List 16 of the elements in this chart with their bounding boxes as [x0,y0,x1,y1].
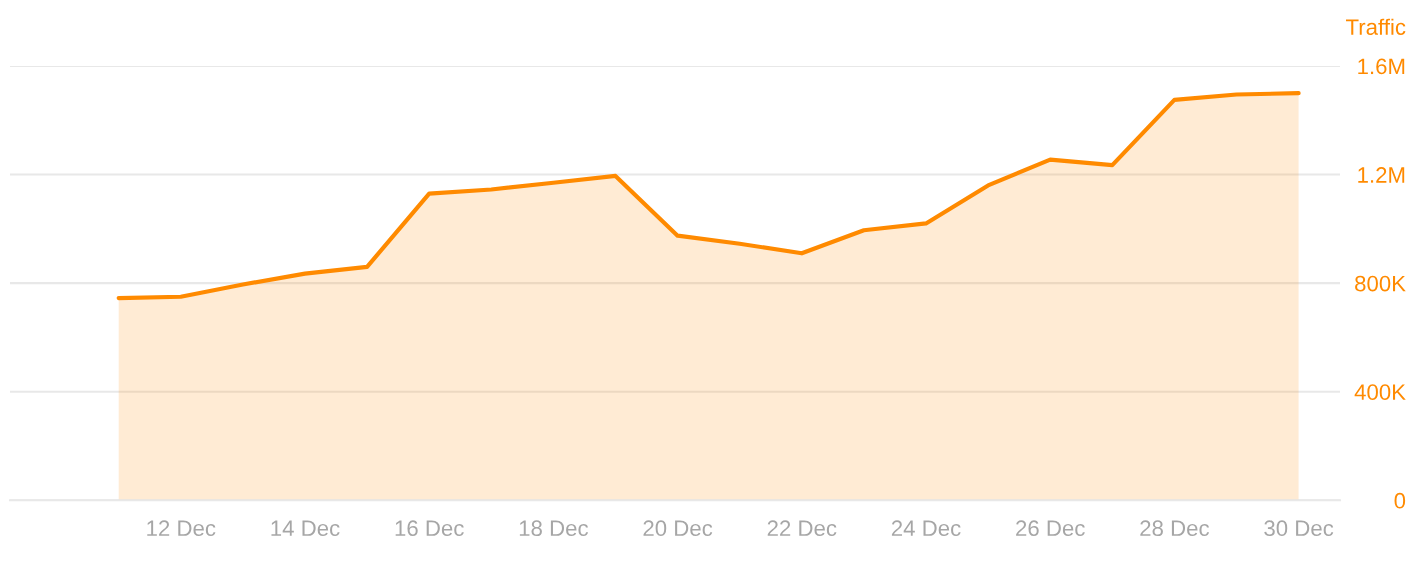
y-tick-label: 0 [1394,492,1406,509]
y-tick-label: 800K [1355,275,1406,292]
x-tick-label: 14 Dec [271,520,340,537]
y-tick-label: 400K [1354,384,1406,400]
x-tick-label: 26 Dec [1016,520,1085,537]
x-tick-label: 22 Dec [767,520,837,537]
x-tick-label: 16 Dec [395,520,464,537]
x-tick-label: 20 Dec [643,520,713,537]
x-tick-label: 30 Dec [1264,520,1334,537]
x-tick-label: 18 Dec [519,520,589,537]
x-tick-label: 24 Dec [891,520,961,537]
y-tick-label: 1.6M [1358,58,1405,75]
y-axis-title: Traffic [1346,18,1406,35]
x-tick-label: 28 Dec [1140,520,1210,537]
y-tick-label: 1.2M [1358,167,1405,183]
x-tick-label: 12 Dec [147,520,216,537]
